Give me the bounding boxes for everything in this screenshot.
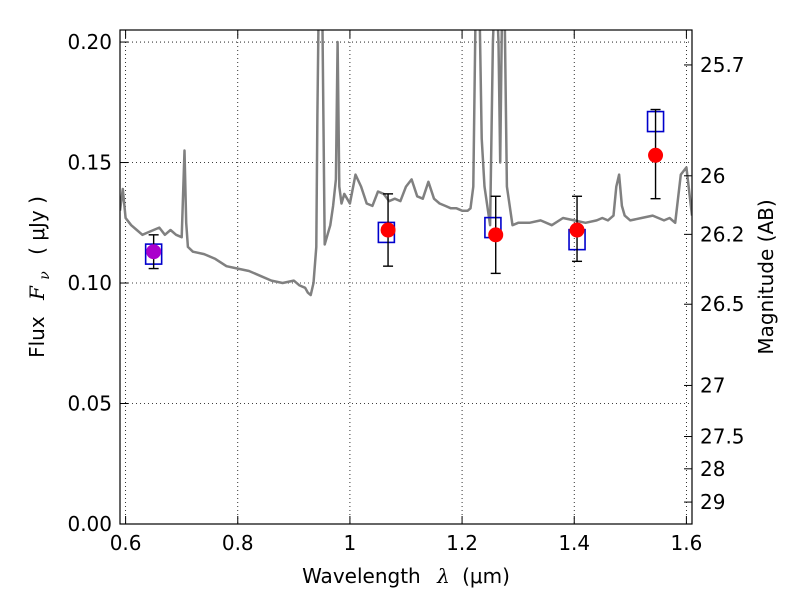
y-axis-title: Flux F ν ( μJy ): [25, 196, 54, 358]
spectrum-line: [120, 30, 692, 297]
y-tick-label: 0.20: [67, 30, 112, 54]
plot-frame: [119, 29, 693, 525]
x-axis-label: Wavelength: [302, 564, 421, 588]
observed-point: [146, 244, 162, 260]
y2-tick-label: 27.5: [700, 425, 745, 449]
observed-point: [488, 227, 504, 243]
y2-axis-title: Magnitude (AB): [754, 199, 778, 354]
x-tick-label: 1: [344, 531, 357, 555]
y-axis-label: Flux: [25, 316, 49, 358]
plot-area: [120, 30, 692, 297]
x-tick-label: 0.6: [110, 531, 142, 555]
y-axis-unit: ( μJy ): [25, 196, 49, 255]
y2-tick-label: 26.2: [700, 222, 745, 246]
y2-tick-label: 29: [700, 490, 725, 514]
y2-tick-label: 26: [700, 164, 725, 188]
y-tick-label: 0.15: [67, 151, 112, 175]
y-tick-label: 0.00: [67, 512, 112, 536]
y-axis-symbol: F: [25, 285, 49, 301]
x-tick-label: 1.4: [558, 531, 590, 555]
y-tick-label: 0.05: [67, 392, 112, 416]
y2-tick-label: 26.5: [700, 292, 745, 316]
x-axis-symbol: λ: [436, 564, 450, 588]
x-tick-label: 0.8: [222, 531, 254, 555]
y2-tick-label: 28: [700, 457, 725, 481]
x-tick-label: 1.2: [446, 531, 478, 555]
y2-tick-label: 25.7: [700, 53, 745, 77]
y-axis-subscript: ν: [37, 271, 53, 280]
grid-lines: [120, 30, 692, 525]
y-tick-label: 0.10: [67, 271, 112, 295]
observed-point: [648, 147, 664, 163]
x-axis-title: Wavelength λ (μm): [302, 564, 510, 588]
observed-point: [569, 222, 585, 238]
x-axis-unit: (μm): [462, 564, 510, 588]
axis-ticks: 0.6 0.8 1 1.2 1.4 1.6 0.00 0.05 0.10 0.15 0.20 25.7…: [67, 30, 745, 555]
y2-tick-label: 27: [700, 373, 725, 397]
x-tick-label: 1.6: [670, 531, 702, 555]
observed-point: [380, 222, 396, 238]
